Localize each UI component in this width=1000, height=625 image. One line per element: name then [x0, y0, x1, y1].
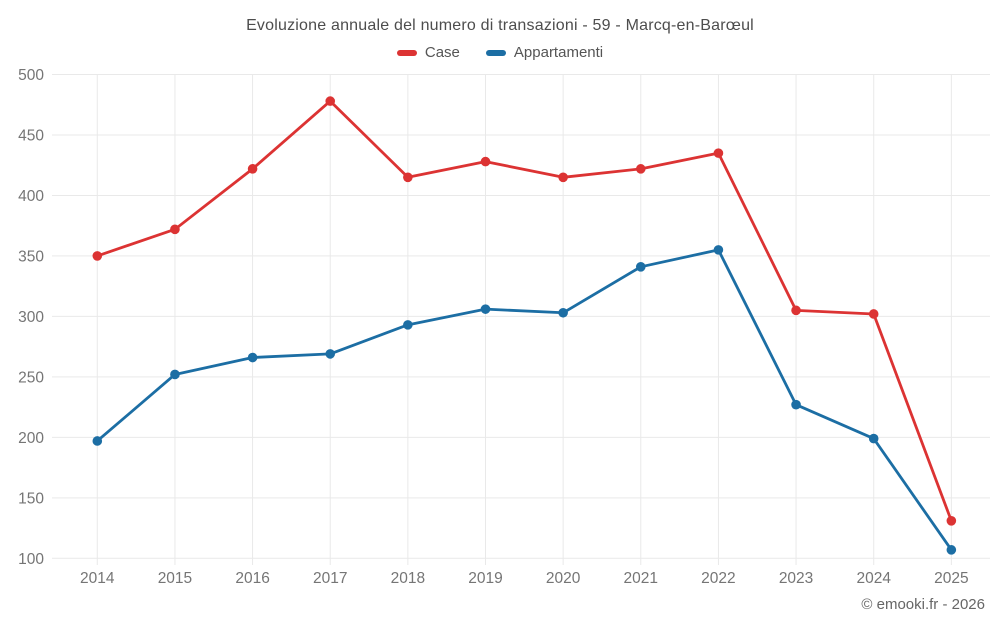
series-appartamenti	[92, 245, 957, 555]
svg-text:2014: 2014	[80, 570, 115, 587]
svg-text:300: 300	[18, 309, 44, 326]
svg-text:2025: 2025	[934, 570, 968, 587]
svg-text:2019: 2019	[468, 570, 502, 587]
appartamenti-data-point[interactable]	[403, 320, 413, 330]
copyright-footer: © emooki.fr - 2026	[861, 596, 985, 613]
appartamenti-data-point[interactable]	[247, 352, 258, 363]
appartamenti-data-point[interactable]	[635, 262, 646, 272]
series-case	[92, 96, 957, 526]
appartamenti-data-point[interactable]	[480, 304, 491, 314]
legend: Case Appartamenti	[0, 44, 1000, 61]
appartamenti-line	[95, 248, 953, 552]
svg-text:2017: 2017	[313, 570, 347, 587]
case-data-point[interactable]	[403, 172, 413, 183]
legend-item-appartamenti[interactable]: Appartamenti	[485, 44, 604, 61]
appartamenti-data-point[interactable]	[713, 245, 724, 255]
legend-item-case[interactable]: Case	[396, 44, 460, 61]
chart-title: Evoluzione annuale del numero di transaz…	[246, 17, 754, 34]
svg-text:150: 150	[18, 490, 44, 507]
case-data-point[interactable]	[92, 251, 103, 261]
appartamenti-data-point[interactable]	[170, 369, 180, 380]
svg-text:2022: 2022	[701, 570, 735, 587]
svg-text:2021: 2021	[624, 570, 658, 587]
case-data-point[interactable]	[558, 172, 568, 183]
case-data-point[interactable]	[325, 96, 336, 106]
case-data-point[interactable]	[480, 156, 491, 167]
case-data-point[interactable]	[791, 305, 801, 316]
case-data-point[interactable]	[868, 309, 879, 319]
svg-text:200: 200	[18, 430, 44, 447]
appartamenti-data-point[interactable]	[92, 436, 103, 446]
svg-text:2020: 2020	[546, 570, 581, 587]
y-axis-tick-labels: 100 150 200 250 300 350 400 450 500	[18, 67, 44, 568]
case-series-swatch	[396, 49, 417, 56]
svg-text:2018: 2018	[391, 570, 425, 587]
svg-text:2024: 2024	[856, 570, 891, 587]
appartamenti-data-point[interactable]	[868, 433, 879, 444]
svg-text:250: 250	[18, 369, 44, 386]
svg-text:2023: 2023	[779, 570, 813, 587]
appartamenti-data-point[interactable]	[558, 307, 568, 318]
case-data-point[interactable]	[635, 164, 646, 174]
gridlines	[52, 74, 990, 565]
svg-text:2016: 2016	[235, 570, 269, 587]
case-line	[95, 99, 953, 523]
appartamenti-data-point[interactable]	[791, 399, 801, 410]
appartamenti-series-swatch	[485, 49, 506, 56]
case-data-point[interactable]	[946, 516, 957, 526]
svg-text:500: 500	[18, 67, 44, 84]
legend-label-case: Case	[424, 44, 460, 61]
case-data-point[interactable]	[713, 148, 724, 158]
appartamenti-data-point[interactable]	[946, 545, 957, 555]
case-data-point[interactable]	[247, 164, 258, 174]
svg-text:450: 450	[18, 127, 44, 144]
svg-text:350: 350	[18, 248, 44, 265]
svg-text:100: 100	[18, 551, 44, 568]
appartamenti-data-point[interactable]	[325, 349, 336, 359]
case-data-point[interactable]	[170, 224, 180, 235]
svg-text:2015: 2015	[158, 570, 192, 587]
svg-text:400: 400	[18, 188, 44, 205]
x-axis-tick-labels: 2014 2015 2016 2017 2018 2019 2020 2021 2022 2023…	[80, 570, 969, 587]
legend-label-appartamenti: Appartamenti	[513, 44, 604, 61]
